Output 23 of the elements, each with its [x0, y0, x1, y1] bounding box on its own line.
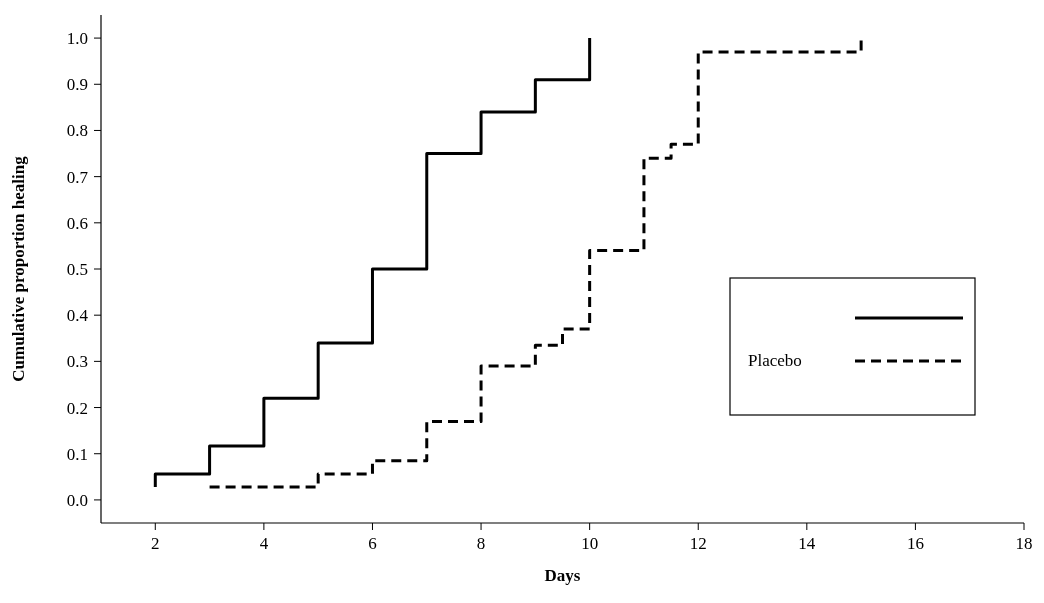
x-tick-label: 14 — [798, 534, 816, 553]
x-tick-label: 10 — [581, 534, 599, 553]
y-tick-label: 1.0 — [66, 29, 88, 49]
y-tick-label: 0.5 — [66, 260, 88, 279]
x-tick-label: 16 — [906, 534, 924, 553]
y-tick-label: 0.1 — [66, 444, 88, 464]
y-tick-label: 0.3 — [66, 352, 88, 372]
text: Placebo — [748, 351, 802, 370]
x-tick-label: 12 — [689, 534, 707, 553]
x-tick-label: 8 — [476, 534, 486, 553]
y-tick-label: 0.4 — [66, 306, 89, 326]
x-tick-label: 2 — [151, 534, 160, 553]
x-axis-title: Days — [544, 566, 581, 585]
x-tick-label: 6 — [368, 534, 377, 553]
y-tick-label: 0.0 — [66, 490, 88, 510]
y-tick-label: 0.8 — [66, 121, 88, 141]
y-tick-label: 0.2 — [66, 398, 88, 418]
x-tick-label: 18 — [1015, 534, 1033, 553]
y-axis-title: Cumulative proportion healing — [9, 155, 28, 382]
x-tick-label: 4 — [259, 534, 269, 553]
y-tick-label: 0.6 — [66, 213, 88, 233]
y-tick-label: 0.7 — [66, 167, 89, 187]
y-tick-label: 0.9 — [66, 75, 88, 95]
